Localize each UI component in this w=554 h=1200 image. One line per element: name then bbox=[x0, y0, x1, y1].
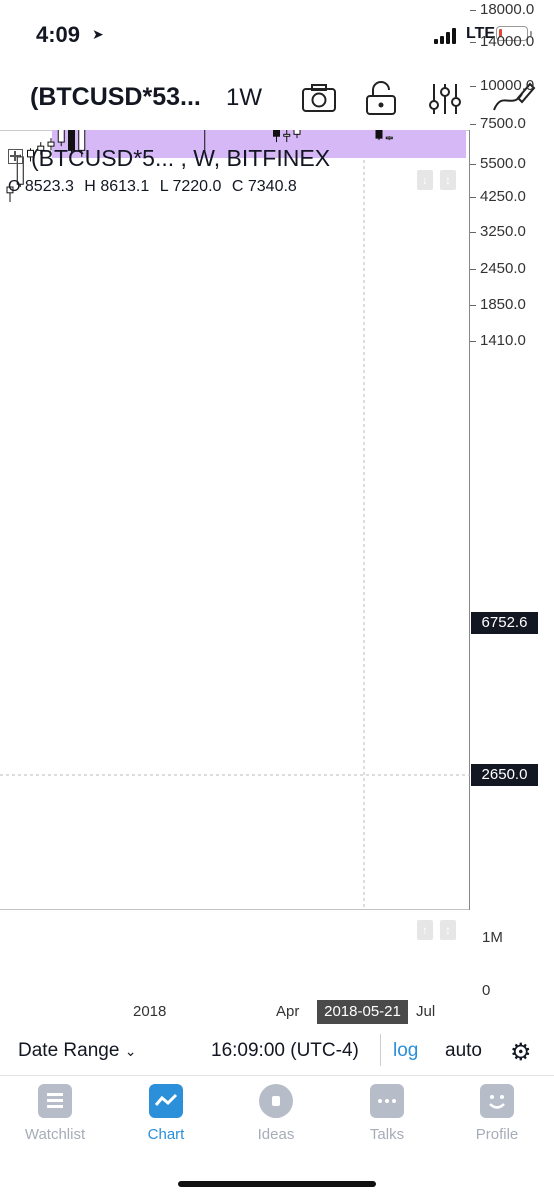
camera-icon[interactable] bbox=[300, 80, 338, 118]
candle-up bbox=[47, 141, 55, 147]
price-tick: 4250.0 bbox=[470, 188, 526, 206]
legend-ohlc: O 8523.3 H 8613.1 L 7220.0 C 7340.8 bbox=[8, 178, 303, 196]
auto-scale-toggle[interactable]: auto bbox=[445, 1040, 482, 1061]
price-axis[interactable]: 130000.0100000.070000.054000.042000.0320… bbox=[469, 1, 554, 910]
legend-title-text: (BTCUSD*5... , W, BITFINEX bbox=[31, 145, 331, 171]
time-axis-label: Apr bbox=[276, 1003, 300, 1020]
current-price-label: 6752.6 bbox=[471, 612, 538, 634]
high-value: 8613.1 bbox=[100, 178, 150, 195]
tab-label: Talks bbox=[369, 1126, 405, 1143]
signal-icon bbox=[434, 28, 460, 44]
profile-icon bbox=[480, 1084, 514, 1118]
tab-talks[interactable]: Talks bbox=[337, 1084, 437, 1143]
scroll-down-icon[interactable]: ↓ bbox=[417, 170, 433, 190]
price-tick: 2450.0 bbox=[470, 259, 526, 277]
candle-up bbox=[16, 156, 24, 185]
price-tick: 1850.0 bbox=[470, 296, 526, 314]
candle-up bbox=[37, 145, 45, 151]
expand-icon[interactable] bbox=[8, 149, 23, 164]
chart-icon bbox=[149, 1084, 183, 1118]
tabbar-divider bbox=[0, 1075, 554, 1076]
talks-icon bbox=[370, 1084, 404, 1118]
volume-axis-bottom: 0 bbox=[482, 982, 491, 999]
chart-canvas[interactable] bbox=[0, 130, 470, 910]
scroll-updown-icon[interactable]: ↕ bbox=[440, 170, 456, 190]
close-label: C bbox=[231, 178, 244, 195]
tab-label: Profile bbox=[475, 1126, 519, 1143]
divider bbox=[380, 1034, 381, 1066]
candle-up bbox=[385, 136, 393, 140]
candle-up bbox=[78, 130, 86, 151]
candle-up bbox=[293, 130, 301, 135]
status-time: 4:09 bbox=[36, 22, 81, 47]
symbol-selector[interactable]: (BTCUSD*53... bbox=[30, 83, 201, 111]
tab-label: Watchlist bbox=[24, 1126, 86, 1143]
watchlist-icon bbox=[38, 1084, 72, 1118]
volume-up-icon[interactable]: ↑ bbox=[417, 920, 433, 940]
indicators-icon[interactable] bbox=[426, 80, 464, 118]
volume-axis-top: 1M bbox=[482, 929, 503, 946]
time-axis-label: Jul bbox=[416, 1003, 436, 1020]
candle-down bbox=[68, 130, 75, 151]
candle-up bbox=[57, 130, 65, 143]
tab-watchlist[interactable]: Watchlist bbox=[5, 1084, 105, 1143]
price-tick: 7500.0 bbox=[470, 114, 526, 132]
clock-timezone[interactable]: 16:09:00 (UTC-4) bbox=[211, 1040, 359, 1061]
tab-label: Ideas bbox=[257, 1126, 295, 1143]
tab-profile[interactable]: Profile bbox=[447, 1084, 547, 1143]
candle-up bbox=[6, 186, 14, 194]
ideas-icon bbox=[259, 1084, 293, 1118]
legend-title[interactable]: (BTCUSD*5... , W, BITFINEX bbox=[8, 145, 330, 172]
crosshair-price-label: 2650.0 bbox=[471, 764, 538, 786]
high-label: H bbox=[84, 178, 96, 195]
location-arrow-icon: ➤ bbox=[92, 26, 104, 42]
battery-tip bbox=[530, 31, 532, 36]
low-label: L bbox=[159, 178, 169, 195]
log-scale-toggle[interactable]: log bbox=[393, 1040, 419, 1061]
price-tick: 14000.0 bbox=[469, 33, 535, 51]
candle-down bbox=[273, 130, 280, 137]
open-value: 8523.3 bbox=[24, 178, 74, 195]
open-label: O bbox=[8, 178, 21, 195]
low-value: 7220.0 bbox=[172, 178, 222, 195]
price-tick: 10000.0 bbox=[469, 77, 535, 95]
close-value: 7340.8 bbox=[247, 178, 297, 195]
chevron-down-icon: ⌄ bbox=[124, 1043, 137, 1059]
candle-up bbox=[27, 149, 34, 158]
lock-icon[interactable] bbox=[362, 80, 400, 118]
home-indicator bbox=[178, 1181, 376, 1187]
candle-down bbox=[375, 130, 383, 139]
price-tick: 18000.0 bbox=[469, 0, 535, 18]
date-range-button[interactable]: Date Range ⌄ bbox=[18, 1040, 136, 1062]
network-label: LTE bbox=[466, 25, 496, 42]
tab-chart[interactable]: Chart bbox=[116, 1084, 216, 1143]
battery-icon bbox=[496, 26, 528, 41]
date-range-label: Date Range bbox=[18, 1040, 120, 1061]
tab-ideas[interactable]: Ideas bbox=[226, 1084, 326, 1143]
time-axis-label: 2018 bbox=[133, 1003, 167, 1020]
support-zone bbox=[52, 130, 466, 159]
tab-label: Chart bbox=[147, 1126, 185, 1143]
candle-up bbox=[283, 133, 291, 137]
interval-selector[interactable]: 1W bbox=[226, 84, 262, 111]
price-tick: 1410.0 bbox=[470, 331, 526, 349]
drawing-icon[interactable] bbox=[492, 80, 536, 118]
gear-icon[interactable]: ⚙ bbox=[510, 1039, 532, 1066]
price-tick: 3250.0 bbox=[470, 223, 526, 241]
volume-updown-icon[interactable]: ↕ bbox=[440, 920, 456, 940]
price-tick: 5500.0 bbox=[470, 154, 526, 172]
crosshair-date-label: 2018-05-21 bbox=[317, 1000, 408, 1024]
